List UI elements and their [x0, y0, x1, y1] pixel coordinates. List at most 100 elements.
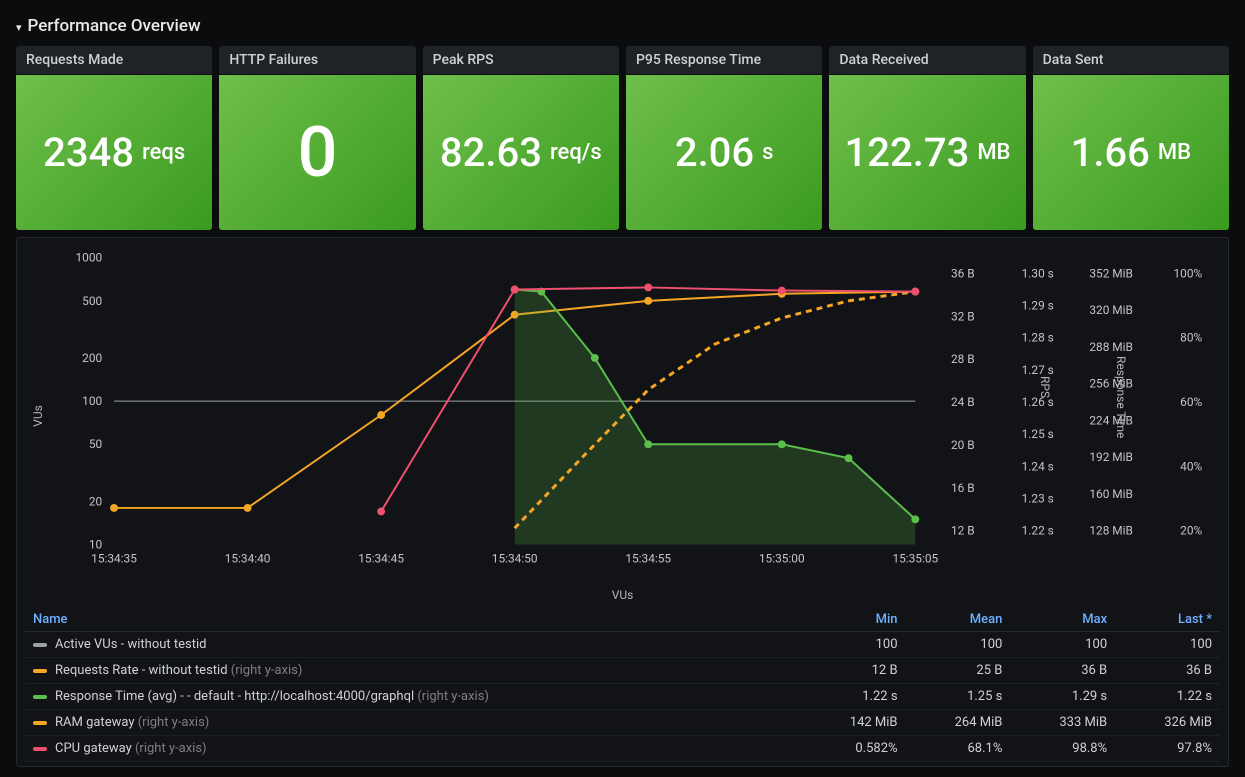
stat-card-title: Data Received: [829, 46, 1025, 75]
legend-value: 68.1%: [906, 736, 1011, 762]
chevron-down-icon: ▾: [16, 21, 22, 34]
series-point: [911, 515, 919, 523]
legend-axis-note: (right y-axis): [417, 689, 489, 704]
section-title: Performance Overview: [28, 16, 201, 36]
stat-card-body: 2348 reqs: [16, 75, 212, 230]
legend-value: 12 B: [801, 658, 906, 684]
y-axis-right-label-rt: Response Time: [1114, 356, 1128, 438]
stat-value: 1.66: [1071, 133, 1150, 173]
section-header[interactable]: ▾ Performance Overview: [16, 10, 1229, 46]
legend-row[interactable]: Active VUs - without testid 100100100100: [25, 632, 1220, 658]
y-right-tick-label: 80%: [1180, 331, 1202, 345]
series-point: [644, 440, 652, 448]
legend-value: 100: [1115, 632, 1220, 658]
x-tick-label: 15:35:05: [892, 551, 938, 565]
y-right-tick-label: 60%: [1180, 395, 1202, 409]
legend-value: 100: [906, 632, 1011, 658]
stat-card[interactable]: Requests Made 2348 reqs: [16, 46, 212, 230]
legend-swatch: [33, 747, 47, 751]
y-right-tick-label: 1.27 s: [1022, 363, 1054, 377]
stat-unit: reqs: [142, 140, 185, 165]
x-tick-label: 15:35:00: [759, 551, 805, 565]
legend-value: 25 B: [906, 658, 1011, 684]
stat-card[interactable]: HTTP Failures0: [219, 46, 415, 230]
legend-column-header[interactable]: Mean: [906, 608, 1011, 632]
legend-swatch: [33, 695, 47, 699]
y-tick-label: 200: [82, 351, 102, 365]
y-right-tick-label: 1.24 s: [1022, 459, 1054, 473]
legend-axis-note: (right y-axis): [135, 741, 207, 756]
stat-card[interactable]: Data Received122.73MB: [829, 46, 1025, 230]
legend-value: 1.25 s: [906, 684, 1011, 710]
legend-column-header[interactable]: Max: [1010, 608, 1115, 632]
legend-column-header[interactable]: Last *: [1115, 608, 1220, 632]
series-point: [591, 354, 599, 362]
series-point: [644, 297, 652, 305]
y-right-tick-label: 24 B: [951, 395, 975, 409]
legend-value: 264 MiB: [906, 710, 1011, 736]
y-right-tick-label: 32 B: [951, 309, 975, 323]
stat-value: 2348: [43, 133, 134, 173]
y-right-tick-label: 36 B: [951, 266, 975, 280]
y-right-tick-label: 1.29 s: [1022, 299, 1054, 313]
legend-series-name: Active VUs - without testid: [25, 632, 801, 658]
stat-cards-row: Requests Made 2348 reqs HTTP Failures0Peak …: [16, 46, 1229, 230]
x-tick-label: 15:34:55: [625, 551, 671, 565]
y-tick-label: 10: [89, 538, 102, 552]
legend-row[interactable]: CPU gateway (right y-axis)0.582%68.1%98.…: [25, 736, 1220, 762]
series-point: [644, 283, 652, 291]
stat-card-body: 82.63req/s: [423, 75, 619, 230]
stat-card-body: 122.73MB: [829, 75, 1025, 230]
stat-card-body: 1.66MB: [1033, 75, 1229, 230]
y-tick-label: 500: [82, 294, 102, 308]
y-right-tick-label: 1.23 s: [1022, 492, 1054, 506]
legend-row[interactable]: Response Time (avg) - - default - http:/…: [25, 684, 1220, 710]
y-right-tick-label: 1.30 s: [1022, 266, 1054, 280]
legend-table: NameMinMeanMaxLast * Active VUs - withou…: [25, 608, 1220, 762]
y-right-tick-label: 288 MiB: [1089, 340, 1133, 354]
legend-swatch: [33, 669, 47, 673]
legend-value: 100: [1010, 632, 1115, 658]
chart-area: VUs 100050020010050201015:34:3515:34:401…: [25, 246, 1220, 586]
legend-value: 36 B: [1010, 658, 1115, 684]
y-right-tick-label: 1.25 s: [1022, 427, 1054, 441]
series-point: [377, 411, 385, 419]
x-axis-title: VUs: [25, 588, 1220, 602]
stat-card[interactable]: P95 Response Time2.06s: [626, 46, 822, 230]
legend-row[interactable]: Requests Rate - without testid (right y-…: [25, 658, 1220, 684]
series-point: [911, 288, 919, 296]
y-tick-label: 50: [89, 437, 102, 451]
y-tick-label: 20: [89, 494, 102, 508]
legend-value: 1.29 s: [1010, 684, 1115, 710]
series-point: [110, 504, 118, 512]
legend-value: 36 B: [1115, 658, 1220, 684]
legend-value: 98.8%: [1010, 736, 1115, 762]
legend-axis-note: (right y-axis): [231, 663, 303, 678]
series-point: [845, 454, 853, 462]
stat-unit: s: [762, 140, 773, 165]
stat-card-body: 2.06 s: [626, 75, 822, 230]
stat-value: 2.06: [675, 133, 754, 173]
stat-value: 0: [298, 118, 338, 188]
legend-row[interactable]: RAM gateway (right y-axis)142 MiB264 MiB…: [25, 710, 1220, 736]
legend-value: 142 MiB: [801, 710, 906, 736]
stat-card[interactable]: Data Sent1.66MB: [1033, 46, 1229, 230]
y-right-tick-label: 20%: [1180, 524, 1202, 538]
y-right-tick-label: 40%: [1180, 459, 1202, 473]
stat-value: 122.73: [845, 133, 970, 173]
series-point: [778, 440, 786, 448]
y-right-tick-label: 160 MiB: [1089, 487, 1133, 501]
series-area: [515, 289, 916, 544]
series-point: [778, 287, 786, 295]
legend-swatch: [33, 721, 47, 725]
stat-card-title: Requests Made: [16, 46, 212, 75]
legend-value: 1.22 s: [801, 684, 906, 710]
legend-column-header[interactable]: Min: [801, 608, 906, 632]
chart-panel[interactable]: VUs 100050020010050201015:34:3515:34:401…: [16, 237, 1229, 767]
legend-value: 0.582%: [801, 736, 906, 762]
stat-unit: req/s: [550, 140, 602, 165]
legend-swatch: [33, 643, 47, 647]
legend-column-header[interactable]: Name: [25, 608, 801, 632]
y-right-tick-label: 192 MiB: [1089, 450, 1133, 464]
stat-card[interactable]: Peak RPS82.63req/s: [423, 46, 619, 230]
